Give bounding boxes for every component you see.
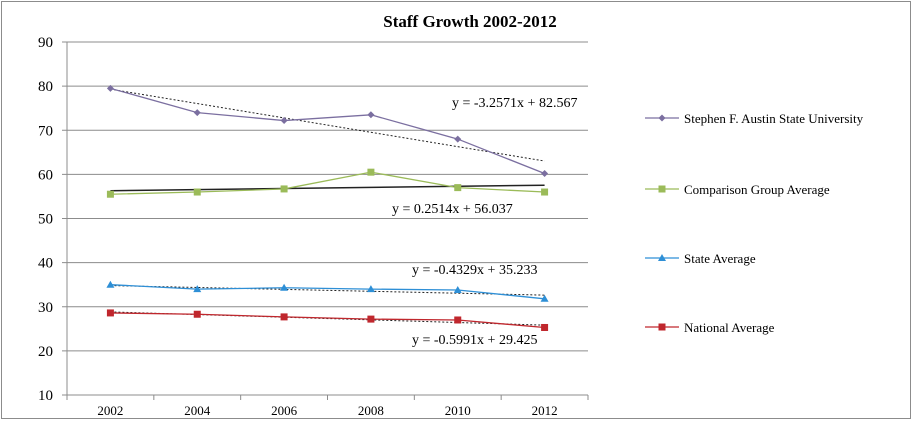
- data-point: [280, 313, 288, 321]
- data-point: [193, 109, 201, 117]
- series-line: [110, 87, 545, 175]
- data-point: [366, 285, 375, 293]
- trendline-equation: y = -0.4329x + 35.233: [412, 263, 537, 278]
- y-tick-label: 60: [38, 167, 53, 183]
- series-line: [110, 312, 545, 329]
- legend-marker: [658, 114, 666, 122]
- trendline: [110, 285, 545, 296]
- data-point: [280, 117, 288, 125]
- data-point: [367, 111, 375, 119]
- y-tick-label: 70: [38, 123, 53, 139]
- data-point: [193, 285, 202, 293]
- data-point: [541, 323, 549, 331]
- x-tick-labels: 2002 2004 2006 2008 2010 2012: [97, 403, 557, 418]
- data-point: [106, 280, 115, 288]
- x-tick-label: 2008: [358, 403, 384, 418]
- data-points: [106, 84, 549, 331]
- legend-marker: [658, 254, 666, 261]
- data-point: [453, 285, 462, 293]
- y-tick-label: 30: [38, 300, 53, 316]
- trendline-equations: y = -3.2571x + 82.567 y = 0.2514x + 56.03…: [392, 96, 577, 348]
- trendline: [110, 88, 545, 162]
- trendline-equation: y = -3.2571x + 82.567: [452, 96, 577, 111]
- data-point: [541, 188, 549, 196]
- data-point: [106, 309, 114, 317]
- legend-label: State Average: [684, 251, 756, 266]
- data-point: [541, 169, 549, 177]
- legend: Stephen F. Austin State University Compar…: [645, 111, 864, 335]
- x-tick-label: 2010: [445, 403, 471, 418]
- legend-marker: [658, 323, 666, 331]
- series-lines: [110, 87, 545, 329]
- data-point: [106, 84, 114, 92]
- legend-label: Stephen F. Austin State University: [684, 111, 864, 126]
- data-point: [280, 185, 288, 193]
- data-point: [280, 283, 289, 291]
- data-point: [454, 316, 462, 324]
- data-point: [106, 190, 114, 198]
- chart-title: Staff Growth 2002-2012: [383, 12, 556, 31]
- data-point: [454, 184, 462, 192]
- legend-marker: [658, 185, 666, 193]
- data-point: [454, 135, 462, 143]
- x-tick-label: 2002: [97, 403, 123, 418]
- y-tick-label: 50: [38, 212, 53, 228]
- series-line: [110, 171, 545, 195]
- legend-label: National Average: [684, 320, 775, 335]
- gridlines: [67, 41, 588, 352]
- data-point: [193, 188, 201, 196]
- y-tick-label: 20: [38, 344, 53, 360]
- y-tick-label: 80: [38, 79, 53, 95]
- series-line: [110, 284, 545, 300]
- legend-label: Comparison Group Average: [684, 182, 830, 197]
- data-point: [367, 315, 375, 323]
- trendline: [110, 184, 545, 192]
- y-tick-label: 40: [38, 256, 53, 272]
- trendline-equation: y = 0.2514x + 56.037: [392, 202, 513, 217]
- y-tick-label: 90: [38, 35, 53, 51]
- y-tick-label: 10: [38, 388, 53, 404]
- data-point: [193, 310, 201, 318]
- axes: [62, 41, 589, 400]
- data-point: [540, 294, 549, 302]
- x-tick-label: 2012: [532, 403, 558, 418]
- y-tick-labels: 90 80 70 60 50 40 30 20 10: [38, 35, 53, 404]
- trendline-equation: y = -0.5991x + 29.425: [412, 333, 537, 348]
- x-tick-label: 2006: [271, 403, 298, 418]
- x-tick-label: 2004: [184, 403, 211, 418]
- data-point: [367, 168, 375, 176]
